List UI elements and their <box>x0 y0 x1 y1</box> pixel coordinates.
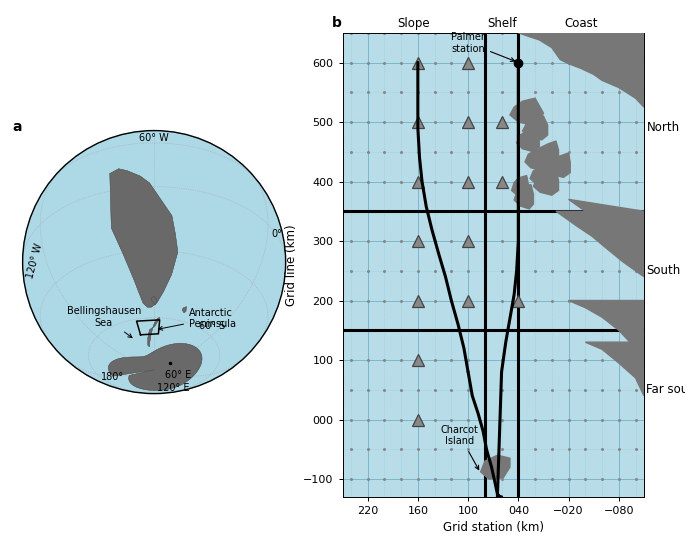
Text: Far south: Far south <box>647 383 685 396</box>
Polygon shape <box>530 164 555 187</box>
Text: 60° W: 60° W <box>139 133 169 143</box>
Text: 60° S: 60° S <box>199 322 225 331</box>
Text: 120° W: 120° W <box>25 242 45 280</box>
Text: 180°: 180° <box>101 372 124 382</box>
Polygon shape <box>585 342 644 396</box>
Text: North: North <box>647 121 680 134</box>
Polygon shape <box>516 128 539 152</box>
Polygon shape <box>519 33 644 107</box>
Text: 60° E: 60° E <box>164 370 191 380</box>
Polygon shape <box>512 176 528 199</box>
Polygon shape <box>108 343 202 390</box>
Text: South: South <box>647 264 681 277</box>
Text: Coast: Coast <box>564 17 598 30</box>
Polygon shape <box>543 153 570 177</box>
Polygon shape <box>556 211 644 277</box>
Polygon shape <box>182 307 186 313</box>
Polygon shape <box>525 147 549 171</box>
Text: 120° E: 120° E <box>157 383 189 393</box>
Polygon shape <box>148 318 160 347</box>
Text: Slope: Slope <box>397 17 430 30</box>
Polygon shape <box>569 199 644 262</box>
Circle shape <box>23 130 286 394</box>
Polygon shape <box>523 116 547 140</box>
Polygon shape <box>537 141 558 165</box>
Text: 0°: 0° <box>271 229 282 239</box>
Text: Bellingshausen
Sea: Bellingshausen Sea <box>66 306 141 337</box>
Text: a: a <box>12 120 22 134</box>
Polygon shape <box>569 300 644 360</box>
Text: Shelf: Shelf <box>487 17 516 30</box>
Polygon shape <box>481 455 510 479</box>
Polygon shape <box>151 296 157 305</box>
Polygon shape <box>514 185 534 209</box>
Text: Charcot
Island: Charcot Island <box>440 425 479 470</box>
Y-axis label: Grid line (km): Grid line (km) <box>284 224 297 306</box>
Text: b: b <box>332 16 342 31</box>
Text: Palmer
station: Palmer station <box>451 32 514 62</box>
Polygon shape <box>534 171 558 195</box>
Polygon shape <box>510 98 543 125</box>
X-axis label: Grid station (km): Grid station (km) <box>443 521 544 535</box>
Polygon shape <box>110 169 178 307</box>
Text: Antarctic
Peninsula: Antarctic Peninsula <box>159 307 236 330</box>
